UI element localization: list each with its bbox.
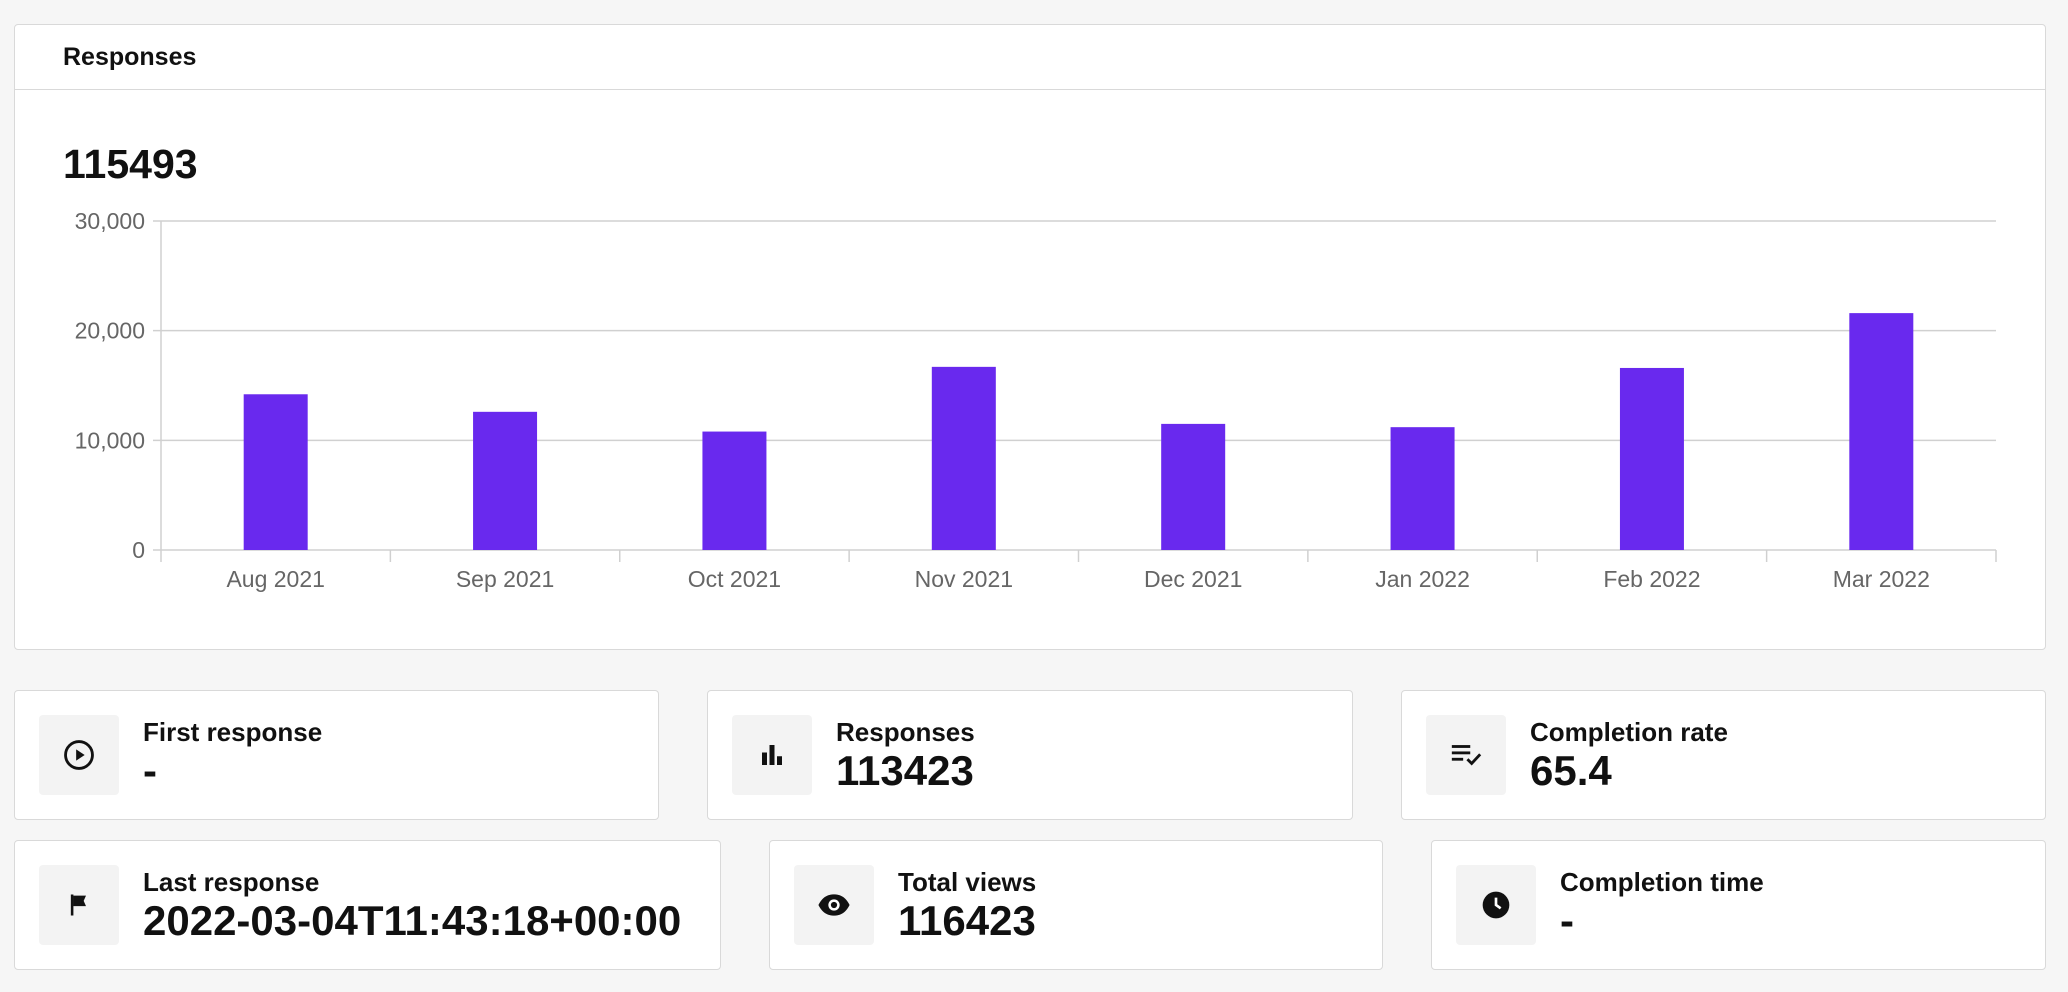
responses-chart-panel: Responses 115493 0 10,000 20,000 30,000 Aug … — [14, 24, 2046, 650]
stat-value: 2022-03-04T11:43:18+00:00 — [143, 897, 682, 944]
stat-card-completion-time: Completion time - — [1431, 840, 2046, 970]
bar — [702, 431, 767, 550]
eye-icon — [794, 865, 874, 945]
responses-total: 115493 — [63, 141, 198, 187]
stat-value: - — [143, 747, 157, 794]
bar — [243, 394, 308, 550]
x-tick-label: Oct 2021 — [688, 566, 781, 592]
x-tick-label: Jan 2022 — [1375, 566, 1470, 592]
flag-icon — [39, 865, 119, 945]
x-tick-label: Aug 2021 — [226, 566, 324, 592]
panel-title: Responses — [15, 25, 2045, 90]
x-tick-label: Feb 2022 — [1603, 566, 1700, 592]
stat-value: 113423 — [836, 747, 974, 794]
stat-label: Total views — [898, 867, 1037, 897]
stat-label: Completion time — [1560, 867, 1764, 897]
bar — [931, 366, 996, 550]
stat-card-completion-rate: Completion rate 65.4 — [1401, 690, 2046, 820]
bar — [1849, 313, 1914, 550]
stat-label: Responses — [836, 717, 975, 747]
bar — [1619, 367, 1684, 550]
stat-value: 116423 — [898, 897, 1036, 944]
stat-label: First response — [143, 717, 323, 747]
y-tick-label: 30,000 — [75, 208, 145, 234]
stat-card-first-response: First response - — [14, 690, 659, 820]
x-tick-label: Mar 2022 — [1833, 566, 1930, 592]
stat-card-responses: Responses 113423 — [707, 690, 1353, 820]
clock-icon — [1456, 865, 1536, 945]
stat-card-total-views: Total views 116423 — [769, 840, 1383, 970]
y-tick-label: 10,000 — [75, 427, 145, 453]
bar — [1390, 427, 1455, 550]
x-tick-label: Dec 2021 — [1144, 566, 1242, 592]
checklist-icon — [1426, 715, 1506, 795]
stat-value: 65.4 — [1530, 747, 1612, 794]
y-tick-label: 20,000 — [75, 318, 145, 344]
stat-value: - — [1560, 897, 1574, 944]
responses-bar-chart: 0 10,000 20,000 30,000 Aug 2021 Sep 2021 Oct 2… — [75, 208, 1997, 592]
y-tick-label: 0 — [132, 537, 145, 563]
x-tick-label: Nov 2021 — [915, 566, 1013, 592]
bar-chart-icon — [732, 715, 812, 795]
stat-card-last-response: Last response 2022-03-04T11:43:18+00:00 — [14, 840, 721, 970]
play-circle-icon — [39, 715, 119, 795]
stat-label: Completion rate — [1530, 717, 1728, 747]
stat-label: Last response — [143, 867, 320, 897]
bar — [1161, 423, 1226, 550]
x-tick-label: Sep 2021 — [456, 566, 554, 592]
bar — [473, 411, 538, 550]
